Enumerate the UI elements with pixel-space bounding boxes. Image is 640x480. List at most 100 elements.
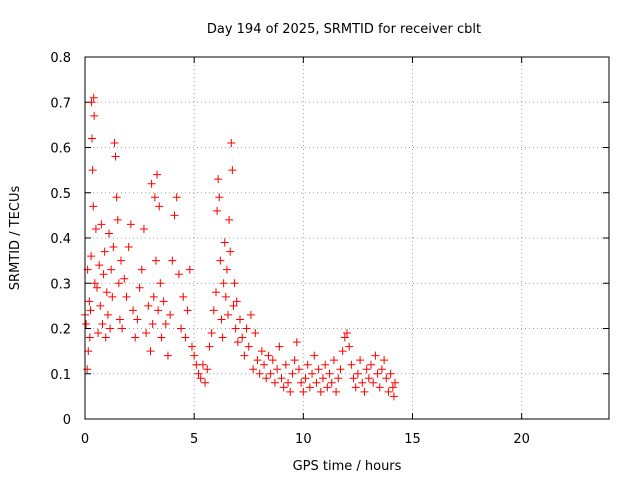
data-point [255,369,264,378]
data-point [371,351,380,360]
data-point [297,378,306,387]
data-point [93,283,102,292]
data-point [277,374,286,383]
chart-title: Day 194 of 2025, SRMTID for receiver cbl… [207,22,481,37]
data-point [218,333,227,342]
data-point [150,193,159,202]
data-point [151,256,160,265]
data-point [144,301,153,310]
data-point [279,383,288,392]
data-point [122,292,131,301]
data-point [201,378,210,387]
data-point [88,166,97,175]
data-point [85,333,94,342]
data-point [148,319,157,328]
data-point [226,247,235,256]
data-point [90,111,99,120]
data-point [113,215,122,224]
data-point [84,347,93,356]
data-point [87,98,96,107]
data-point [343,329,351,338]
data-point [288,369,297,378]
data-point [275,342,284,351]
data-point [391,378,400,387]
data-point [246,310,255,319]
data-point [230,279,239,288]
data-point [308,369,317,378]
data-point [229,301,238,310]
data-point [236,315,245,324]
data-point [209,306,218,315]
data-point [101,333,110,342]
data-point [219,279,228,288]
data-point [353,369,362,378]
data-point [129,306,138,315]
grid-layer [85,57,609,419]
y-tick-label: 0.1 [50,368,71,383]
data-point [327,378,336,387]
data-point [153,170,162,179]
data-point [99,270,108,279]
data-point [253,356,262,365]
data-point [90,279,99,288]
data-point [126,220,135,229]
data-point [380,356,389,365]
data-point [244,342,253,351]
data-point [222,265,231,274]
data-point [170,211,179,220]
y-tick-label: 0.4 [50,232,71,247]
data-point [174,270,183,279]
data-point [351,383,360,392]
data-point [314,365,323,374]
data-point [336,365,345,374]
data-point [303,360,312,369]
data-point [281,360,290,369]
data-point [147,179,156,188]
data-point [203,365,212,374]
data-point [305,383,314,392]
x-tick-label: 10 [295,432,312,447]
data-point [284,378,293,387]
data-point [290,356,299,365]
y-axis-label: SRMTID / TECUs [8,186,23,291]
data-point [146,347,155,356]
data-point [375,383,384,392]
data-point [120,274,129,283]
data-point [292,338,301,347]
data-point [137,265,146,274]
data-point [347,360,356,369]
data-point [115,315,124,324]
data-point [86,306,95,315]
data-point [233,338,242,347]
data-point [190,351,199,360]
data-point [131,333,140,342]
data-point [114,279,123,288]
data-point [95,261,104,270]
data-point [316,387,325,396]
data-point [163,351,172,360]
data-point [260,360,269,369]
y-tick-label: 0.5 [50,187,71,202]
data-point [142,329,151,338]
data-point [89,202,98,211]
data-point [149,292,158,301]
data-point [139,224,148,233]
data-point [249,365,258,374]
y-tick-label: 0.3 [50,277,71,292]
data-point [373,369,382,378]
data-point [185,265,194,274]
x-tick-label: 20 [513,432,530,447]
data-point [294,365,303,374]
data-point [332,387,341,396]
data-point [207,329,216,338]
data-point [329,356,338,365]
x-axis-label: GPS time / hours [293,459,402,474]
data-point [112,193,121,202]
data-point [85,297,94,306]
data-point [388,383,397,392]
x-tick-label: 0 [81,432,89,447]
data-point [124,243,133,252]
data-point [369,378,378,387]
data-point [183,306,192,315]
